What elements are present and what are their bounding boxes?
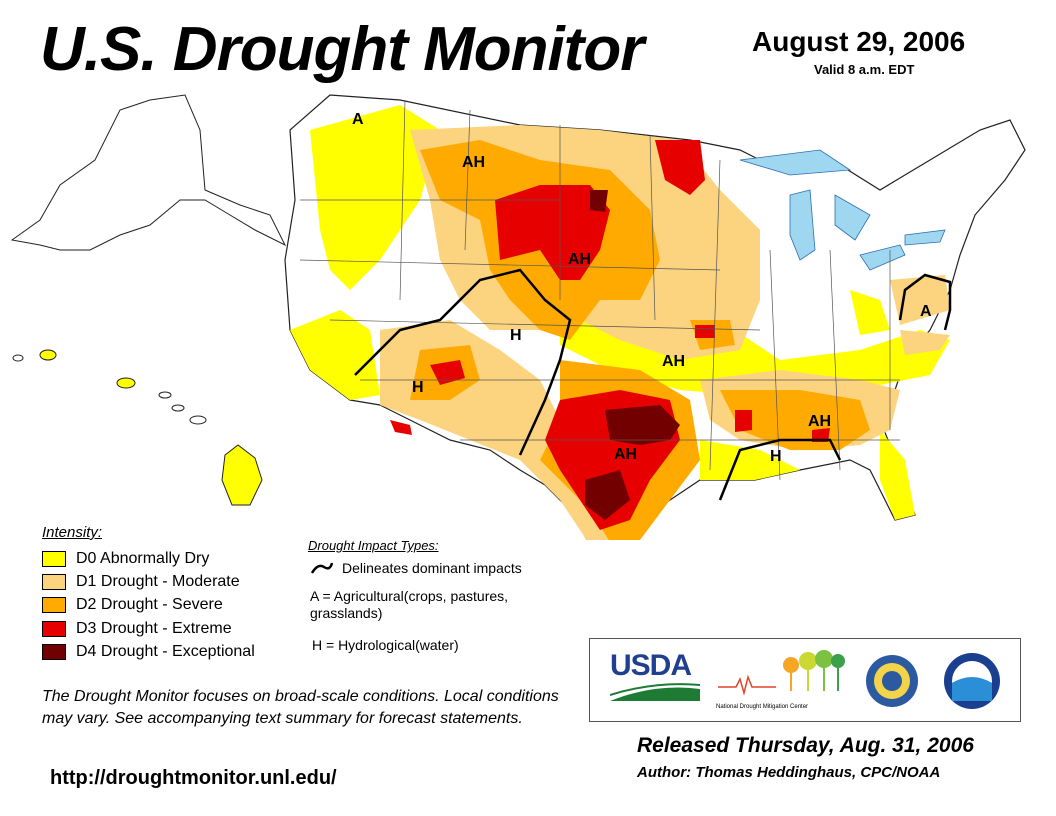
- impact-line-icon: [310, 562, 334, 574]
- commerce-seal-icon: [866, 655, 918, 707]
- legend-item-d4: D4 Drought - Exceptional: [42, 642, 255, 662]
- map-labels: A AH AH H AH H AH AH H A: [352, 111, 932, 465]
- usda-logo-text: USDA: [610, 649, 692, 682]
- ndmc-logo-text: National Drought Mitigation Center: [716, 704, 809, 710]
- ndmc-logo: National Drought Mitigation Center: [716, 647, 846, 710]
- ndmc-trees-icon: [718, 650, 845, 696]
- impact-line-legend: Delineates dominant impacts: [310, 560, 522, 576]
- legend-item-d0: D0 Abnormally Dry: [42, 549, 209, 569]
- map-title: U.S. Drought Monitor: [40, 15, 644, 84]
- map-label: H: [770, 448, 782, 465]
- legend-swatch: [42, 574, 66, 590]
- map-label: AH: [568, 251, 591, 268]
- disclaimer: The Drought Monitor focuses on broad-sca…: [42, 688, 559, 727]
- legend-label: D2 Drought - Severe: [76, 596, 223, 613]
- legend-item-d2: D2 Drought - Severe: [42, 595, 223, 615]
- usda-logo: USDA: [609, 649, 701, 706]
- legend-swatch: [42, 597, 66, 613]
- legend-label: D1 Drought - Moderate: [76, 573, 240, 590]
- impact-line-label: Delineates dominant impacts: [342, 560, 522, 576]
- impact-hydrological: H = Hydrological(water): [312, 637, 459, 653]
- map-label: AH: [808, 413, 831, 430]
- map-date: August 29, 2006: [752, 26, 966, 57]
- legend-label: D4 Drought - Exceptional: [76, 643, 255, 660]
- usda-hill-icon: [609, 683, 701, 701]
- hawaii: [12, 349, 263, 506]
- map-label: A: [920, 303, 932, 320]
- valid-time: Valid 8 a.m. EDT: [814, 62, 915, 77]
- author: Author: Thomas Heddinghaus, CPC/NOAA: [637, 764, 941, 781]
- legend-heading: Intensity:: [42, 524, 103, 541]
- impact-types-heading: Drought Impact Types:: [308, 538, 439, 553]
- map-label: AH: [462, 154, 485, 171]
- legend-swatch: [42, 644, 66, 660]
- legend-label: D3 Drought - Extreme: [76, 620, 232, 637]
- impact-agricultural: A = Agricultural(crops, pastures, grassl…: [310, 588, 509, 621]
- map-label: AH: [662, 353, 685, 370]
- drought-d4-areas: [585, 190, 680, 520]
- map-label: A: [352, 111, 364, 128]
- release-date: Released Thursday, Aug. 31, 2006: [637, 734, 974, 757]
- alaska-outline: [10, 94, 287, 251]
- drought-map: A AH AH H AH H AH AH H A: [10, 94, 1026, 540]
- partner-logos: USDA National Drought Mitigation Center: [589, 638, 1021, 722]
- map-label: H: [510, 327, 522, 344]
- map-label: AH: [614, 446, 637, 463]
- website-link[interactable]: http://droughtmonitor.unl.edu/: [50, 767, 337, 789]
- legend-swatch: [42, 621, 66, 637]
- legend-label: D0 Abnormally Dry: [76, 550, 210, 567]
- legend-swatch: [42, 551, 66, 567]
- great-lakes: [739, 149, 946, 271]
- legend-item-d1: D1 Drought - Moderate: [42, 572, 240, 592]
- map-label: H: [412, 379, 424, 396]
- impact-lines: [354, 268, 952, 501]
- noaa-logo-icon: [944, 653, 1000, 709]
- legend-item-d3: D3 Drought - Extreme: [42, 619, 232, 639]
